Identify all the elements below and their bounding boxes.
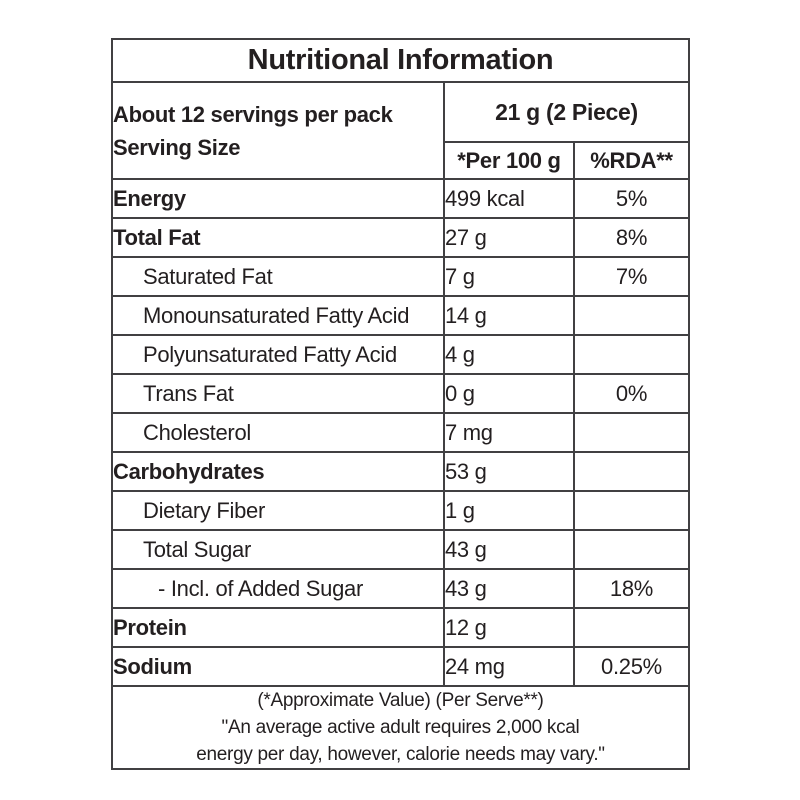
- footnote-line: (*Approximate Value) (Per Serve**): [257, 690, 544, 711]
- per-100g-value: 14 g: [443, 295, 575, 336]
- per-100g-value: 0 g: [443, 373, 575, 414]
- nutrient-label: Polyunsaturated Fatty Acid: [111, 334, 445, 375]
- table-row: Polyunsaturated Fatty Acid 4 g: [111, 334, 690, 375]
- rda-value: 8%: [573, 217, 690, 258]
- table-row: Total Fat 27 g 8%: [111, 217, 690, 258]
- rda-value: [573, 607, 690, 648]
- serving-size-text: Serving Size: [113, 134, 241, 160]
- table-row: Cholesterol 7 mg: [111, 412, 690, 453]
- rda-value: [573, 490, 690, 531]
- rda-value: 7%: [573, 256, 690, 297]
- column-header-rda: %RDA**: [573, 141, 690, 180]
- servings-per-pack-text: About 12 servings per pack: [113, 101, 393, 127]
- per-100g-value: 43 g: [443, 529, 575, 570]
- nutrient-label: Total Sugar: [111, 529, 445, 570]
- nutrient-label: Cholesterol: [111, 412, 445, 453]
- footnotes-block: (*Approximate Value) (Per Serve**) "An a…: [111, 685, 690, 770]
- serving-info-cell: About 12 servings per pack Serving Size: [111, 81, 445, 180]
- rda-value: 5%: [573, 178, 690, 219]
- rda-value: 0%: [573, 373, 690, 414]
- per-100g-value: 7 mg: [443, 412, 575, 453]
- table-row: Total Sugar 43 g: [111, 529, 690, 570]
- page-title: Nutritional Information: [111, 38, 690, 83]
- per-100g-value: 12 g: [443, 607, 575, 648]
- footnote-line: "An average active adult requires 2,000 …: [221, 717, 580, 738]
- nutrient-label: Dietary Fiber: [111, 490, 445, 531]
- nutrition-label: Nutritional Information About 12 serving…: [111, 38, 690, 770]
- table-row: Energy 499 kcal 5%: [111, 178, 690, 219]
- header-row-serving: About 12 servings per pack Serving Size …: [111, 81, 690, 180]
- table-row: Sodium 24 mg 0.25%: [111, 646, 690, 687]
- rda-value: [573, 295, 690, 336]
- table-row: Dietary Fiber 1 g: [111, 490, 690, 531]
- table-row: Monounsaturated Fatty Acid 14 g: [111, 295, 690, 336]
- serving-amount: 21 g (2 Piece): [443, 81, 690, 143]
- per-100g-value: 53 g: [443, 451, 575, 492]
- nutrient-label: - Incl. of Added Sugar: [111, 568, 445, 609]
- per-100g-value: 43 g: [443, 568, 575, 609]
- nutrient-label: Trans Fat: [111, 373, 445, 414]
- header-row-columns: *Per 100 g %RDA**: [112, 141, 690, 180]
- table-row: Trans Fat 0 g 0%: [111, 373, 690, 414]
- table-row: Carbohydrates 53 g: [111, 451, 690, 492]
- footer-row: (*Approximate Value) (Per Serve**) "An a…: [111, 685, 690, 770]
- table-row: Protein 12 g: [111, 607, 690, 648]
- table-row: Saturated Fat 7 g 7%: [111, 256, 690, 297]
- per-100g-value: 4 g: [443, 334, 575, 375]
- nutrient-label: Protein: [111, 607, 445, 648]
- per-100g-value: 1 g: [443, 490, 575, 531]
- per-100g-value: 499 kcal: [443, 178, 575, 219]
- rda-value: [573, 451, 690, 492]
- per-100g-value: 27 g: [443, 217, 575, 258]
- column-header-per-100g: *Per 100 g: [443, 141, 575, 180]
- rda-value: [573, 412, 690, 453]
- table-row: - Incl. of Added Sugar 43 g 18%: [111, 568, 690, 609]
- nutrient-label: Monounsaturated Fatty Acid: [111, 295, 445, 336]
- rda-value: 18%: [573, 568, 690, 609]
- nutrient-label: Saturated Fat: [111, 256, 445, 297]
- footnote-line: energy per day, however, calorie needs m…: [196, 744, 605, 765]
- rda-value: 0.25%: [573, 646, 690, 687]
- per-100g-value: 24 mg: [443, 646, 575, 687]
- title-row: Nutritional Information: [111, 38, 690, 83]
- nutrition-table: Nutritional Information About 12 serving…: [111, 38, 690, 770]
- nutrient-label: Carbohydrates: [111, 451, 445, 492]
- nutrient-label: Energy: [111, 178, 445, 219]
- rda-value: [573, 529, 690, 570]
- nutrient-label: Sodium: [111, 646, 445, 687]
- rda-value: [573, 334, 690, 375]
- nutrient-label: Total Fat: [111, 217, 445, 258]
- per-100g-value: 7 g: [443, 256, 575, 297]
